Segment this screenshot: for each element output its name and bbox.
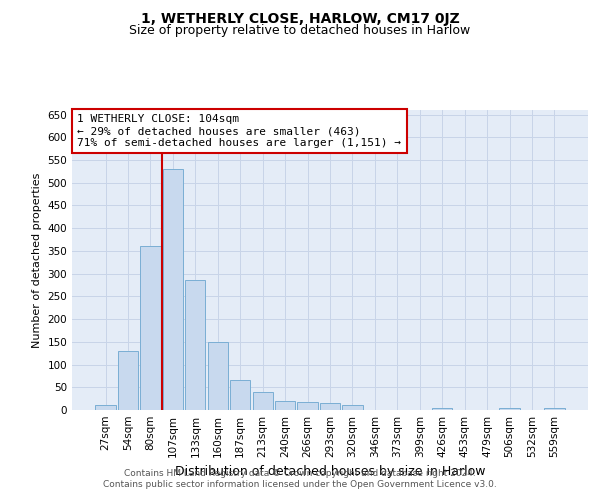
Text: 1, WETHERLY CLOSE, HARLOW, CM17 0JZ: 1, WETHERLY CLOSE, HARLOW, CM17 0JZ [140, 12, 460, 26]
Bar [432, 408, 452, 410]
Bar [275, 401, 295, 410]
X-axis label: Distribution of detached houses by size in Harlow: Distribution of detached houses by size … [175, 466, 485, 478]
Bar [140, 246, 161, 410]
Bar [544, 408, 565, 410]
Text: Contains public sector information licensed under the Open Government Licence v3: Contains public sector information licen… [103, 480, 497, 489]
Bar [163, 169, 183, 410]
Bar [118, 351, 138, 410]
Bar [253, 392, 273, 410]
Bar [185, 280, 205, 410]
Bar [320, 403, 340, 410]
Bar [95, 406, 116, 410]
Bar [230, 380, 250, 410]
Bar [298, 402, 317, 410]
Text: Size of property relative to detached houses in Harlow: Size of property relative to detached ho… [130, 24, 470, 37]
Text: Contains HM Land Registry data © Crown copyright and database right 2024.: Contains HM Land Registry data © Crown c… [124, 468, 476, 477]
Y-axis label: Number of detached properties: Number of detached properties [32, 172, 42, 348]
Bar [208, 342, 228, 410]
Bar [499, 408, 520, 410]
Text: 1 WETHERLY CLOSE: 104sqm
← 29% of detached houses are smaller (463)
71% of semi-: 1 WETHERLY CLOSE: 104sqm ← 29% of detach… [77, 114, 401, 148]
Bar [343, 406, 362, 410]
